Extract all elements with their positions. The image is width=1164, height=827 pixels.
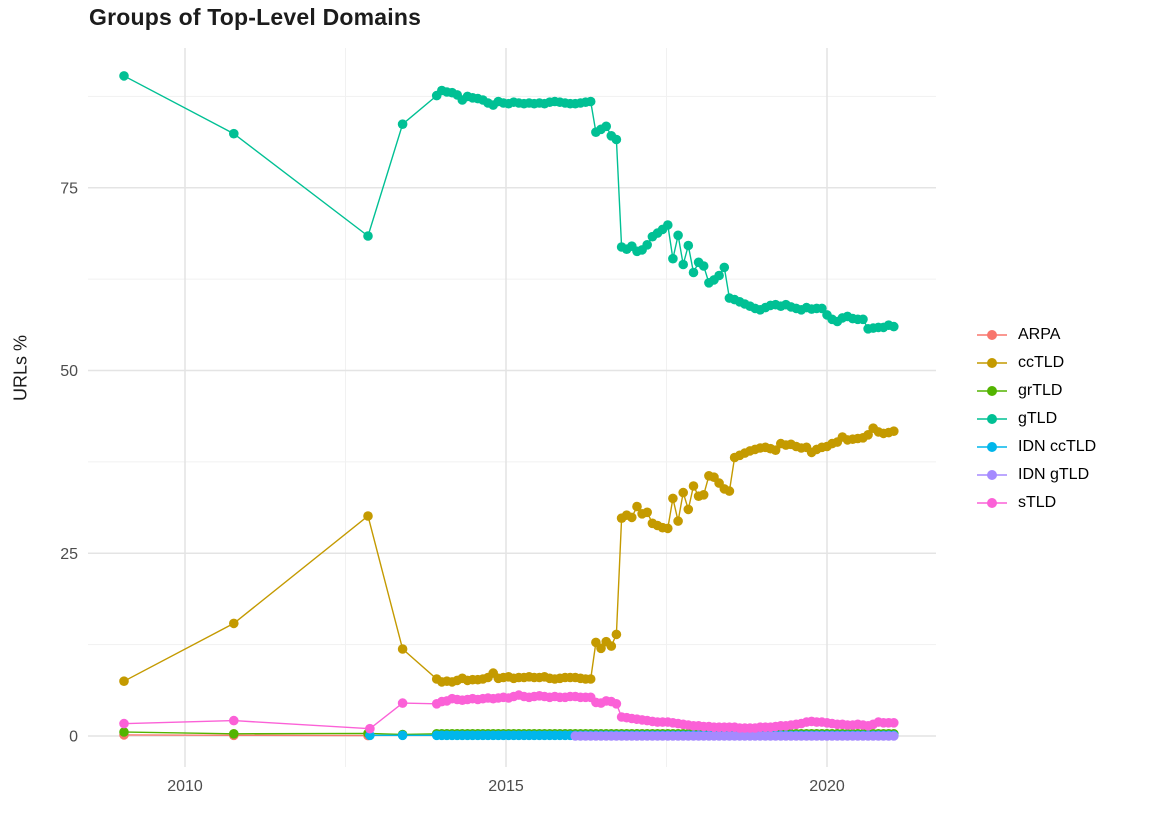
legend-item-stld: sTLD: [976, 489, 1096, 517]
legend: ARPA ccTLD grTLD gTLD IDN ccTLD IDN gTLD sTLD: [976, 321, 1096, 517]
series-line-cctld: [123, 427, 894, 683]
x-tick-label: 2010: [167, 778, 203, 795]
legend-key-icon: [977, 470, 1007, 480]
legend-key-icon: [977, 442, 1007, 452]
legend-key-icon: [977, 358, 1007, 368]
legend-key-icon: [977, 386, 1007, 396]
legend-label: IDN gTLD: [1018, 466, 1090, 483]
legend-label: ccTLD: [1018, 354, 1065, 371]
legend-item-grtld: grTLD: [976, 377, 1096, 405]
major-gridlines: [88, 48, 936, 767]
legend-label: ARPA: [1018, 326, 1061, 343]
legend-label: grTLD: [1018, 382, 1063, 399]
x-tick-label: 2015: [488, 778, 524, 795]
y-tick-label: 75: [60, 180, 78, 197]
series-line-arpa: [123, 734, 369, 737]
chart-title: Groups of Top-Level Domains: [89, 4, 422, 30]
legend-key-icon: [977, 414, 1007, 424]
y-tick-label: 0: [69, 729, 78, 746]
legend-item-cctld: ccTLD: [976, 349, 1096, 377]
series-points-cctld: [119, 423, 899, 687]
legend-key-icon: [977, 330, 1007, 340]
axis-tick-labels: 0 25 50 75 2010 2015 2020: [60, 180, 845, 795]
legend-key-icon: [977, 498, 1007, 508]
legend-label: sTLD: [1018, 494, 1057, 511]
y-tick-label: 25: [60, 546, 78, 563]
series-points-idn-gtld: [570, 731, 899, 741]
legend-label: gTLD: [1018, 410, 1058, 427]
y-tick-label: 50: [60, 363, 78, 380]
legend-item-gtld: gTLD: [976, 405, 1096, 433]
series-points-gtld: [119, 71, 899, 334]
x-tick-label: 2020: [809, 778, 845, 795]
legend-item-idn-cctld: IDN ccTLD: [976, 433, 1096, 461]
series-line-gtld: [123, 75, 894, 330]
legend-item-arpa: ARPA: [976, 321, 1096, 349]
legend-item-idn-gtld: IDN gTLD: [976, 461, 1096, 489]
series-points-stld: [119, 690, 899, 734]
minor-gridlines: [88, 48, 936, 767]
legend-label: IDN ccTLD: [1018, 438, 1097, 455]
